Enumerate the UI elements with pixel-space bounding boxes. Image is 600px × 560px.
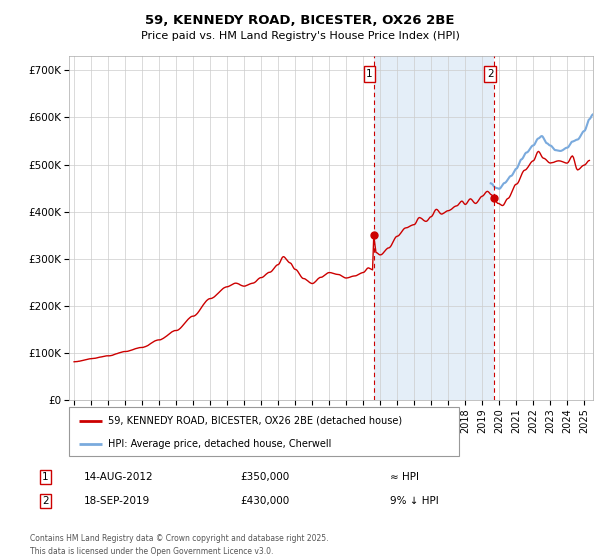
Text: 1: 1 — [366, 69, 373, 79]
Text: 59, KENNEDY ROAD, BICESTER, OX26 2BE (detached house): 59, KENNEDY ROAD, BICESTER, OX26 2BE (de… — [108, 416, 402, 426]
Text: 59, KENNEDY ROAD, BICESTER, OX26 2BE: 59, KENNEDY ROAD, BICESTER, OX26 2BE — [145, 14, 455, 27]
Text: £350,000: £350,000 — [240, 472, 289, 482]
Text: £430,000: £430,000 — [240, 496, 289, 506]
Text: Contains HM Land Registry data © Crown copyright and database right 2025.
This d: Contains HM Land Registry data © Crown c… — [30, 534, 329, 556]
Text: 14-AUG-2012: 14-AUG-2012 — [84, 472, 154, 482]
Text: HPI: Average price, detached house, Cherwell: HPI: Average price, detached house, Cher… — [108, 439, 331, 449]
Text: 9% ↓ HPI: 9% ↓ HPI — [390, 496, 439, 506]
Text: 2: 2 — [42, 496, 49, 506]
Text: Price paid vs. HM Land Registry's House Price Index (HPI): Price paid vs. HM Land Registry's House … — [140, 31, 460, 41]
FancyBboxPatch shape — [69, 407, 459, 456]
Text: ≈ HPI: ≈ HPI — [390, 472, 419, 482]
Text: 18-SEP-2019: 18-SEP-2019 — [84, 496, 150, 506]
Bar — [374, 56, 494, 400]
Text: 1: 1 — [42, 472, 49, 482]
Text: 2: 2 — [487, 69, 493, 79]
